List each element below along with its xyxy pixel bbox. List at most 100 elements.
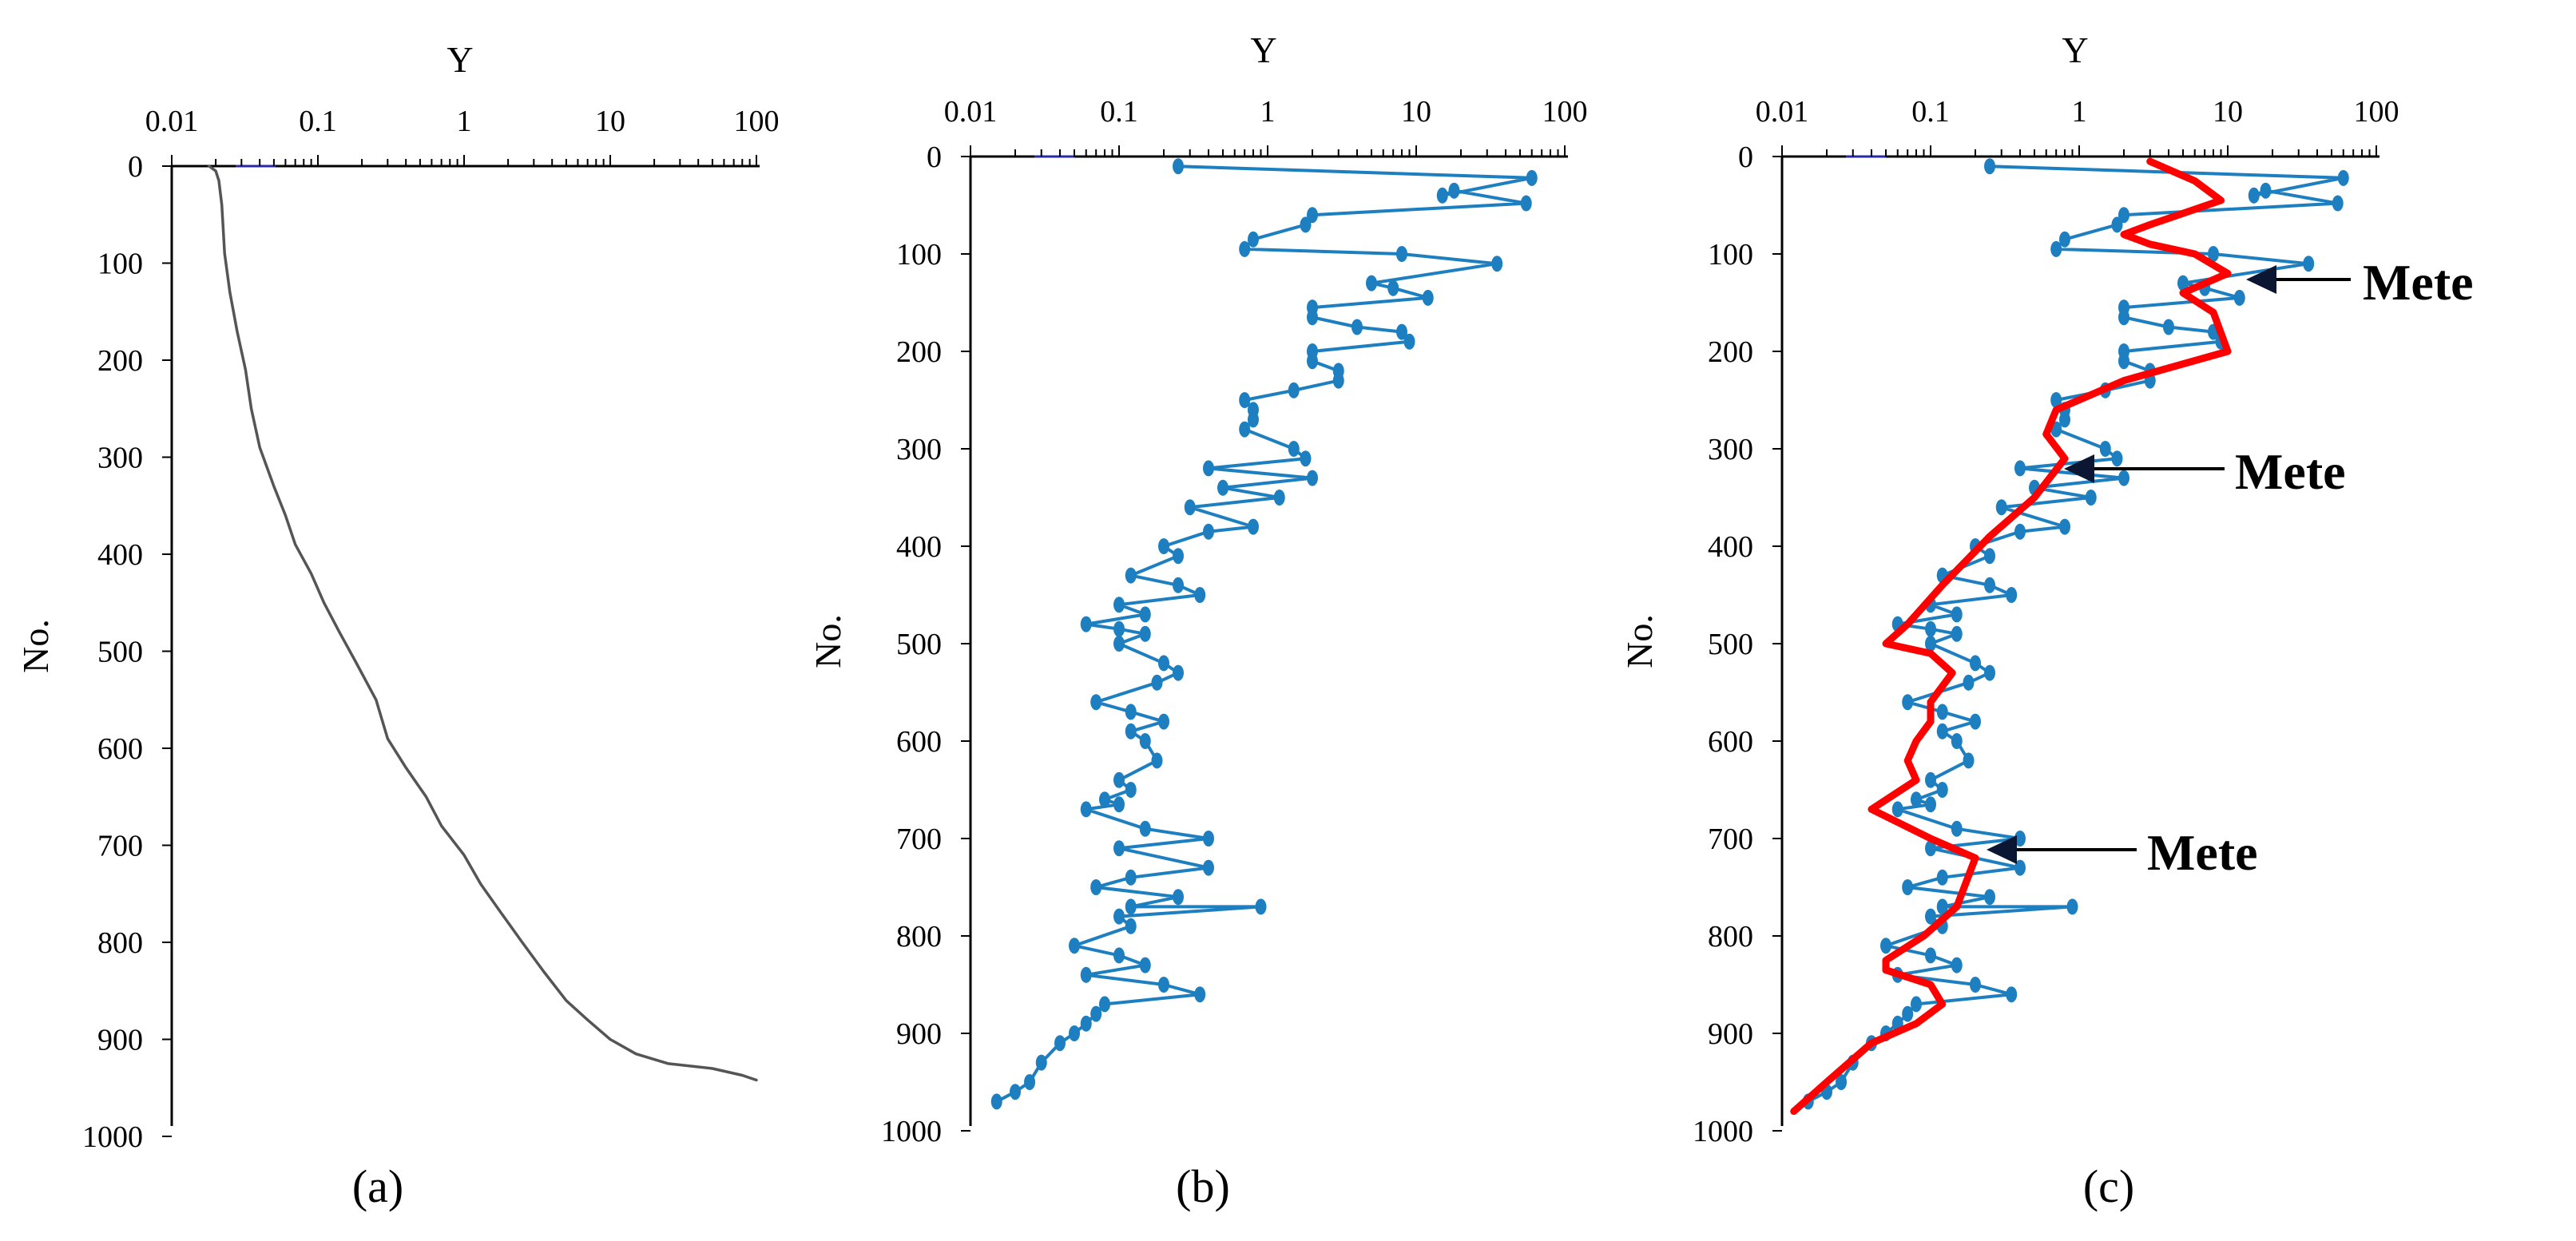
data-point xyxy=(2162,319,2174,335)
series-line-observed xyxy=(994,165,1534,1104)
data-point xyxy=(1035,1054,1047,1071)
data-point xyxy=(2118,470,2129,486)
data-point xyxy=(2014,859,2026,876)
x-tick-label: 0.01 xyxy=(1756,95,1809,129)
y-tick-label: 300 xyxy=(896,433,942,466)
series-line-trend xyxy=(1790,157,2232,1116)
y-tick-label: 400 xyxy=(1708,530,1753,564)
data-point xyxy=(2248,187,2260,204)
x-tick-label: 1 xyxy=(1260,95,1276,129)
data-point xyxy=(1125,898,1137,915)
panel-caption: (b) xyxy=(1176,1160,1230,1212)
y-tick-label: 200 xyxy=(1708,335,1753,369)
data-point xyxy=(1125,918,1137,934)
data-point xyxy=(1925,771,1936,788)
annotation-arrow-head xyxy=(1987,835,2017,864)
data-point xyxy=(2014,523,2026,540)
y-tick-label: 500 xyxy=(97,636,143,669)
data-point xyxy=(1217,479,1229,496)
y-tick-label: 400 xyxy=(896,530,942,564)
data-point xyxy=(1880,938,1892,954)
data-point xyxy=(1288,441,1300,457)
data-point xyxy=(2303,256,2315,272)
data-point xyxy=(1351,319,1363,335)
y-tick-label: 500 xyxy=(1708,628,1753,661)
data-point xyxy=(1951,820,1963,837)
data-point xyxy=(1995,499,2007,516)
data-point xyxy=(1125,704,1137,720)
data-point xyxy=(2337,169,2349,186)
data-point xyxy=(1306,207,1318,224)
data-point xyxy=(2014,831,2026,846)
data-point xyxy=(1925,908,1936,925)
data-point xyxy=(1173,548,1185,565)
data-point xyxy=(1951,625,1963,642)
data-point xyxy=(2058,231,2070,248)
y-tick-label: 800 xyxy=(1708,920,1753,954)
data-point xyxy=(1969,713,1981,730)
data-point xyxy=(1984,577,1996,593)
data-point xyxy=(2014,460,2026,477)
data-point xyxy=(1247,411,1259,428)
data-point xyxy=(1366,275,1378,291)
annotation-label: Mete xyxy=(2147,824,2258,881)
data-point xyxy=(1202,523,1214,540)
y-tick-label: 200 xyxy=(97,344,143,378)
data-point xyxy=(1902,1005,1914,1022)
data-point xyxy=(1194,986,1206,1003)
x-axis-title: Y xyxy=(2062,30,2088,70)
data-point xyxy=(1403,333,1415,350)
y-tick-label: 1000 xyxy=(1693,1115,1753,1148)
y-tick-label: 0 xyxy=(128,150,143,184)
y-tick-label: 1000 xyxy=(82,1120,143,1154)
data-point xyxy=(1300,450,1312,467)
data-point xyxy=(1080,1015,1092,1032)
y-tick-label: 100 xyxy=(896,238,942,272)
data-point xyxy=(1984,889,1996,906)
data-point xyxy=(1090,694,1102,711)
data-point xyxy=(1936,782,1948,798)
data-point xyxy=(1247,231,1259,248)
data-point xyxy=(2177,275,2189,291)
data-point xyxy=(2118,207,2129,224)
data-point xyxy=(1436,187,1448,204)
data-point xyxy=(1090,879,1102,895)
data-point xyxy=(1139,606,1151,623)
y-tick-label: 600 xyxy=(1708,725,1753,759)
data-point xyxy=(2006,986,2018,1003)
y-tick-label: 0 xyxy=(927,141,942,174)
data-point xyxy=(2332,195,2344,212)
data-point xyxy=(1969,977,1981,993)
data-point xyxy=(2118,309,2129,326)
data-point xyxy=(1151,752,1163,769)
data-point xyxy=(1984,548,1996,565)
data-point xyxy=(1113,796,1125,813)
y-tick-label: 700 xyxy=(97,830,143,863)
data-point xyxy=(1925,840,1936,857)
data-point xyxy=(1184,499,1196,516)
data-point xyxy=(1139,820,1151,837)
x-tick-label: 100 xyxy=(2354,95,2399,129)
data-point xyxy=(2207,246,2219,262)
data-point xyxy=(1925,947,1936,964)
x-tick-label: 0.01 xyxy=(145,105,199,138)
data-point xyxy=(1125,869,1137,886)
data-point xyxy=(1520,195,1532,212)
data-point xyxy=(1090,1005,1102,1022)
data-point xyxy=(1984,664,1996,681)
data-point xyxy=(1009,1084,1021,1100)
annotation-arrow-head xyxy=(2246,265,2276,294)
data-point xyxy=(1255,898,1267,915)
data-point xyxy=(1526,169,1538,186)
data-point xyxy=(1910,996,1922,1013)
data-point xyxy=(1936,723,1948,739)
x-tick-label: 0.1 xyxy=(299,105,337,138)
data-point xyxy=(1157,713,1169,730)
annotation-label: Mete xyxy=(2363,254,2474,311)
data-point xyxy=(1951,606,1963,623)
data-point xyxy=(1054,1035,1066,1052)
data-point xyxy=(1273,490,1285,506)
data-point xyxy=(1139,733,1151,749)
data-point xyxy=(2085,490,2097,506)
